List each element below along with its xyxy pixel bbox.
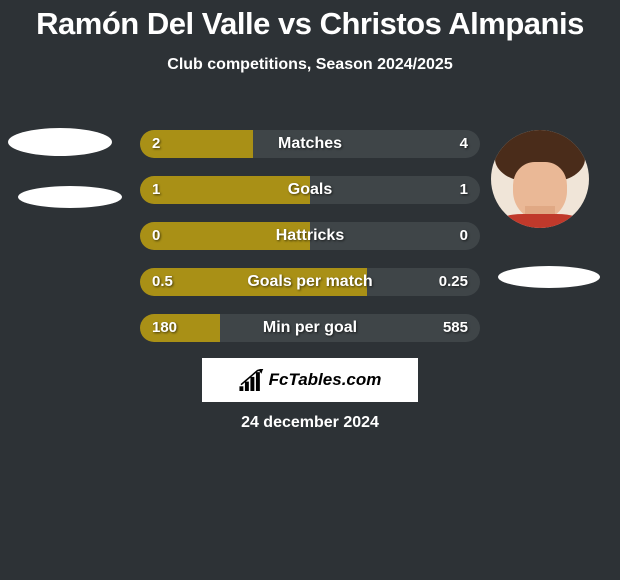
stat-row: 11Goals xyxy=(140,176,480,204)
stat-label: Hattricks xyxy=(140,222,480,250)
subtitle: Club competitions, Season 2024/2025 xyxy=(0,56,620,74)
date-text: 24 december 2024 xyxy=(0,414,620,432)
stat-row: 24Matches xyxy=(140,130,480,158)
decor-ellipse-left-2 xyxy=(18,186,122,208)
stats-bars: 24Matches 11Goals 00Hattricks 0.50.25Goals … xyxy=(140,130,480,360)
watermark-box: FcTables.com xyxy=(202,358,418,402)
decor-ellipse-right xyxy=(498,266,600,288)
stat-label: Goals xyxy=(140,176,480,204)
stat-row: 180585Min per goal xyxy=(140,314,480,342)
page-title: Ramón Del Valle vs Christos Almpanis xyxy=(0,6,620,42)
stat-row: 0.50.25Goals per match xyxy=(140,268,480,296)
stat-label: Matches xyxy=(140,130,480,158)
comparison-infographic: Ramón Del Valle vs Christos Almpanis Clu… xyxy=(0,6,620,580)
stat-row: 00Hattricks xyxy=(140,222,480,250)
decor-ellipse-left-1 xyxy=(8,128,112,156)
stat-label: Goals per match xyxy=(140,268,480,296)
stat-label: Min per goal xyxy=(140,314,480,342)
fctables-logo-icon xyxy=(239,369,265,391)
player-right-avatar xyxy=(491,130,589,228)
watermark-text: FcTables.com xyxy=(269,370,382,390)
